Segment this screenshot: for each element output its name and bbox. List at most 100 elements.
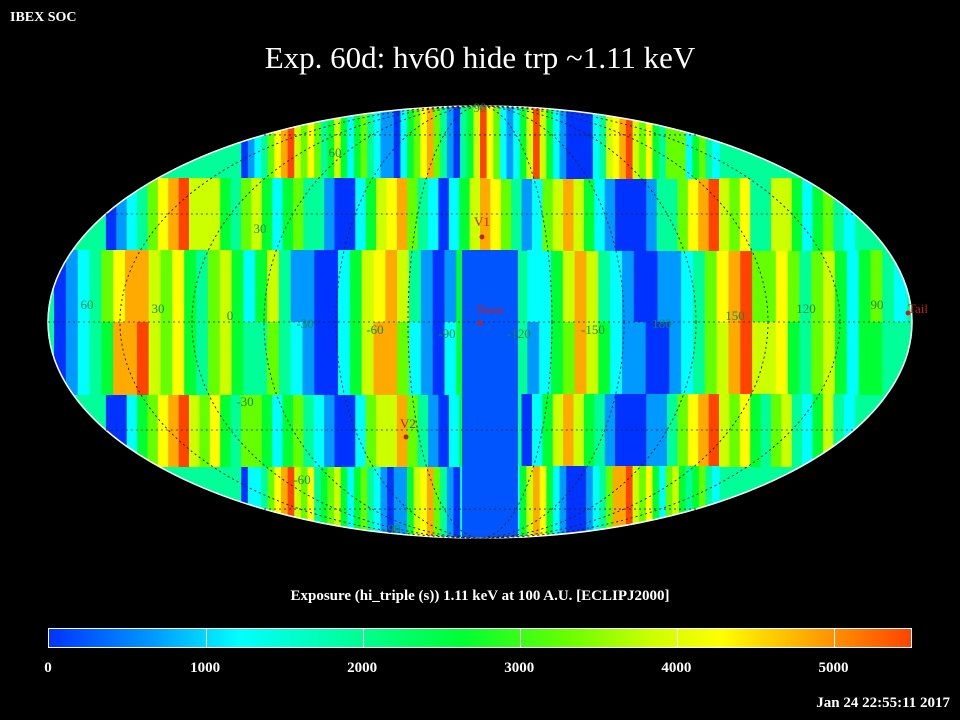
exposure-cell — [385, 322, 399, 395]
exposure-cell — [621, 250, 635, 323]
latitude-label: -60 — [293, 472, 310, 487]
exposure-cell — [178, 178, 191, 251]
exposure-cell — [719, 394, 731, 467]
exposure-cell — [729, 178, 741, 251]
exposure-cell — [400, 466, 409, 538]
exposure-cell — [327, 106, 336, 179]
exposure-cell — [669, 250, 683, 323]
exposure-cell — [586, 322, 600, 395]
exposure-cell — [760, 394, 772, 467]
exposure-cell — [420, 250, 434, 323]
exposure-cell — [799, 322, 813, 395]
exposure-cell — [521, 394, 533, 467]
exposure-cell — [712, 106, 720, 179]
exposure-cell — [802, 178, 814, 251]
exposure-cell — [360, 466, 369, 538]
exposure-cell — [712, 466, 720, 538]
exposure-cell — [728, 250, 742, 323]
exposure-cell — [243, 250, 257, 323]
exposure-cell — [247, 106, 256, 179]
exposure-cell — [282, 178, 294, 251]
exposure-cell — [645, 322, 659, 395]
exposure-cell — [698, 106, 707, 179]
exposure-cell — [272, 394, 284, 467]
exposure-cell — [858, 250, 872, 323]
exposure-cell — [417, 178, 430, 251]
exposure-cell — [160, 250, 174, 323]
exposure-cell — [199, 178, 211, 251]
longitude-label: 180 — [652, 316, 672, 331]
longitude-label: 90 — [871, 297, 884, 312]
exposure-cell — [681, 250, 694, 323]
longitude-label: -90 — [438, 326, 455, 341]
exposure-cell — [373, 106, 382, 179]
exposure-cell — [178, 394, 191, 467]
exposure-cell — [367, 106, 375, 179]
exposure-cell — [426, 466, 435, 538]
exposure-cell — [574, 250, 588, 323]
exposure-cell — [659, 106, 667, 179]
exposure-cell — [453, 466, 462, 538]
exposure-cell — [365, 178, 378, 251]
exposure-cell — [320, 466, 329, 538]
exposure-cell — [281, 466, 289, 538]
exposure-cell — [294, 466, 302, 538]
exposure-cell — [775, 322, 789, 395]
exposure-cell — [586, 106, 594, 179]
exposure-cell — [209, 178, 222, 251]
exposure-cell — [787, 322, 801, 395]
exposure-cell — [307, 106, 316, 179]
exposure-cell — [387, 106, 395, 179]
exposure-cell — [148, 322, 162, 395]
exposure-cell — [619, 466, 627, 538]
exposure-cell — [387, 466, 395, 538]
exposure-cell — [858, 322, 872, 395]
exposure-cell — [184, 250, 198, 323]
exposure-cell — [687, 178, 700, 251]
exposure-cell — [466, 106, 475, 179]
exposure-cell — [539, 250, 552, 323]
exposure-cell — [740, 250, 754, 323]
colorbar-tick-label: 0 — [44, 660, 52, 676]
exposure-cell — [729, 394, 741, 467]
exposure-cell — [573, 394, 585, 467]
exposure-cell — [446, 106, 455, 179]
exposure-cell — [692, 250, 706, 323]
exposure-cell — [113, 322, 127, 395]
exposure-cell — [365, 394, 378, 467]
exposure-cell — [313, 394, 326, 467]
exposure-cell — [812, 394, 824, 467]
exposure-cell — [396, 394, 409, 467]
exposure-cell — [255, 322, 269, 395]
exposure-cell — [542, 178, 554, 251]
exposure-cell — [290, 322, 304, 395]
exposure-cell — [469, 178, 481, 251]
exposure-cell — [606, 106, 614, 179]
exposure-cell — [353, 106, 362, 179]
exposure-cell — [116, 394, 128, 467]
timestamp: Jan 24 22:55:11 2017 — [816, 695, 950, 711]
exposure-cell — [314, 466, 322, 538]
exposure-cell — [632, 466, 641, 538]
exposure-cell — [440, 466, 448, 538]
exposure-cell — [822, 394, 835, 467]
exposure-cell — [511, 178, 523, 251]
exposure-cell — [101, 322, 115, 395]
exposure-cell — [812, 178, 824, 251]
exposure-cell — [314, 322, 328, 395]
exposure-cell — [444, 250, 458, 323]
exposure-cell — [621, 322, 635, 395]
exposure-cell — [385, 250, 399, 323]
exposure-cell — [290, 250, 304, 323]
exposure-cell — [287, 106, 296, 179]
exposure-cell — [480, 178, 492, 251]
colorbar-tick — [520, 629, 522, 647]
exposure-cell — [521, 178, 533, 251]
exposure-cell — [843, 178, 856, 251]
exposure-cell — [320, 106, 329, 179]
exposure-cell — [834, 250, 848, 323]
exposure-cell — [65, 322, 79, 395]
exposure-cell — [708, 178, 721, 251]
exposure-cell — [462, 250, 518, 538]
exposure-cell — [413, 466, 422, 538]
